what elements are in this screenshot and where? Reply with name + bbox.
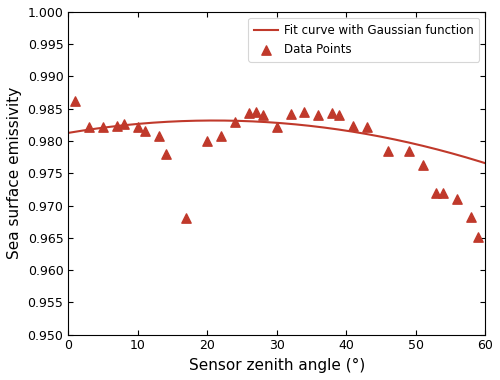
Data Points	[113, 123, 121, 129]
Fit curve with Gaussian function	[473, 158, 479, 163]
Fit curve with Gaussian function	[264, 120, 270, 124]
Data Points	[140, 128, 148, 135]
Data Points	[134, 124, 141, 130]
Fit curve with Gaussian function	[212, 118, 218, 123]
Data Points	[440, 190, 448, 196]
Data Points	[467, 214, 475, 220]
Data Points	[182, 215, 190, 222]
Fit curve with Gaussian function	[314, 124, 320, 129]
Data Points	[85, 124, 93, 130]
Data Points	[328, 110, 336, 116]
Data Points	[272, 124, 280, 130]
Data Points	[71, 98, 79, 104]
Data Points	[286, 111, 294, 117]
Fit curve with Gaussian function	[408, 141, 414, 145]
Data Points	[335, 112, 343, 118]
Data Points	[245, 110, 253, 116]
X-axis label: Sensor zenith angle (°): Sensor zenith angle (°)	[188, 358, 365, 373]
Data Points	[162, 151, 170, 157]
Line: Fit curve with Gaussian function: Fit curve with Gaussian function	[68, 120, 485, 163]
Data Points	[252, 109, 260, 115]
Data Points	[349, 123, 357, 129]
Fit curve with Gaussian function	[266, 120, 272, 125]
Data Points	[154, 133, 162, 139]
Y-axis label: Sea surface emissivity: Sea surface emissivity	[7, 87, 22, 260]
Data Points	[217, 133, 225, 139]
Data Points	[314, 112, 322, 118]
Data Points	[474, 233, 482, 239]
Data Points	[231, 119, 239, 125]
Fit curve with Gaussian function	[65, 131, 71, 135]
Fit curve with Gaussian function	[292, 122, 298, 127]
Data Points	[120, 121, 128, 127]
Data Points	[418, 162, 426, 168]
Data Points	[99, 124, 107, 130]
Data Points	[404, 148, 412, 154]
Data Points	[363, 124, 371, 130]
Data Points	[454, 196, 462, 202]
Data Points	[259, 112, 267, 118]
Data Points	[432, 190, 440, 196]
Fit curve with Gaussian function	[482, 161, 488, 165]
Data Points	[384, 148, 392, 154]
Data Points	[300, 109, 308, 115]
Legend: Fit curve with Gaussian function, Data Points: Fit curve with Gaussian function, Data P…	[248, 18, 479, 62]
Data Points	[203, 138, 211, 144]
